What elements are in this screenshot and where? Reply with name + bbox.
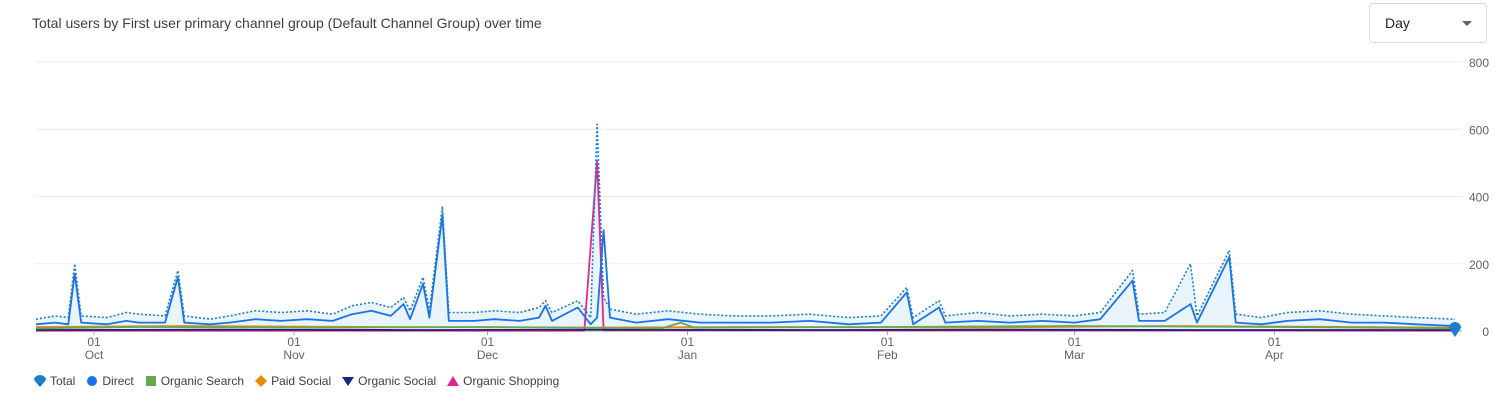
y-tick-label: 200 — [1469, 258, 1489, 272]
granularity-selected: Day — [1385, 15, 1410, 31]
legend-label: Organic Search — [160, 374, 245, 388]
grid-lines — [36, 61, 1462, 332]
y-axis-ticks: 0 200 400 600 800 — [1469, 56, 1489, 339]
x-tick-day: 01 — [881, 335, 895, 349]
y-tick-label: 800 — [1469, 56, 1489, 70]
legend-marker-icon — [145, 376, 156, 386]
legend-marker-icon — [342, 377, 355, 386]
legend-item-organic-shopping[interactable]: Organic Shopping — [447, 374, 559, 388]
series-lines — [35, 123, 1456, 332]
y-tick-label: 400 — [1469, 191, 1489, 205]
x-tick-month: Jan — [678, 348, 697, 362]
x-tick-day: 01 — [87, 335, 101, 349]
series-organic-search — [35, 321, 1456, 330]
legend-label: Paid Social — [271, 374, 332, 388]
y-tick-label: 0 — [1482, 325, 1489, 339]
legend-marker-icon — [87, 376, 98, 386]
granularity-dropdown[interactable]: Day — [1369, 3, 1487, 43]
series-organic-shopping — [36, 160, 1456, 332]
x-tick-day: 01 — [1268, 335, 1282, 349]
total-area-fill — [36, 124, 1455, 331]
legend-item-total[interactable]: Total — [34, 374, 75, 388]
x-tick-month: Nov — [283, 348, 304, 362]
legend-marker-icon — [447, 376, 460, 386]
x-tick-month: Feb — [877, 348, 898, 362]
legend-marker-icon — [255, 375, 268, 387]
legend-label: Organic Social — [358, 374, 437, 388]
legend-label: Organic Shopping — [463, 374, 560, 388]
series-direct — [35, 214, 1456, 327]
chart-title: Total users by First user primary channe… — [32, 15, 542, 31]
legend-item-direct[interactable]: Direct — [86, 374, 134, 388]
total-area — [36, 124, 1455, 331]
x-tick-day: 01 — [1068, 335, 1082, 349]
series-total — [35, 123, 1456, 320]
legend-marker-icon — [34, 375, 46, 387]
x-tick-month: Oct — [85, 348, 104, 362]
end-marker — [1449, 322, 1461, 337]
legend-label: Total — [50, 374, 76, 388]
x-tick-month: Apr — [1265, 348, 1284, 362]
chevron-down-icon — [1462, 21, 1472, 26]
legend-item-paid-social[interactable]: Paid Social — [255, 374, 331, 388]
x-tick-month: Dec — [477, 348, 498, 362]
legend-label: Direct — [102, 374, 134, 388]
chart-legend: Total Direct Organic Search Paid Social Orga… — [34, 374, 559, 388]
x-tick-day: 01 — [481, 335, 495, 349]
legend-item-organic-social[interactable]: Organic Social — [342, 374, 436, 388]
total-end-marker — [1449, 322, 1461, 337]
x-tick-month: Mar — [1064, 348, 1085, 362]
y-tick-label: 600 — [1469, 123, 1489, 137]
legend-item-organic-search[interactable]: Organic Search — [145, 374, 244, 388]
x-tick-day: 01 — [287, 335, 301, 349]
x-tick-day: 01 — [681, 335, 695, 349]
